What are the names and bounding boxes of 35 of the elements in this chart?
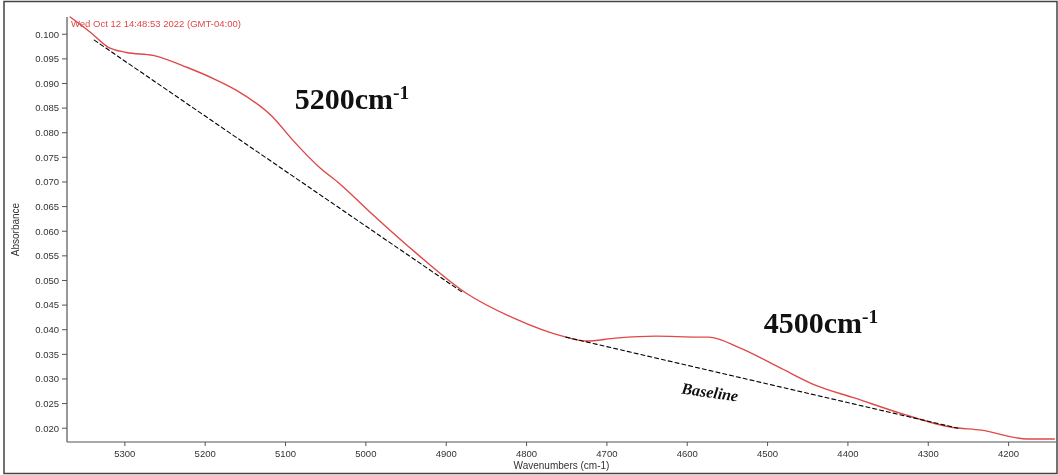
y-tick-label: 0.020 <box>35 422 59 434</box>
x-tick-label: 5300 <box>114 448 136 459</box>
y-tick-label: 0.085 <box>35 102 59 114</box>
y-tick-label: 0.035 <box>35 348 59 360</box>
y-tick-label: 0.080 <box>35 127 59 139</box>
x-tick-label: 4200 <box>998 448 1020 459</box>
annotation: Baseline <box>679 379 740 405</box>
y-tick-label: 0.090 <box>35 77 59 89</box>
x-tick-label: 4700 <box>596 448 618 459</box>
x-tick-label: 4900 <box>435 448 457 459</box>
y-tick-label: 0.070 <box>35 176 59 188</box>
y-tick-label: 0.060 <box>35 225 59 237</box>
y-tick-label: 0.050 <box>35 274 59 286</box>
x-tick-label: 4600 <box>676 448 698 459</box>
y-tick-label: 0.025 <box>35 397 59 409</box>
y-tick-label: 0.065 <box>35 200 59 212</box>
y-tick-label: 0.045 <box>35 299 59 311</box>
line-series <box>69 16 1056 440</box>
y-tick-label: 0.040 <box>35 324 59 336</box>
annotation: 5200cm$^{-1}$ <box>294 81 410 115</box>
y-tick-label: 0.030 <box>35 373 59 385</box>
y-tick-label: 0.055 <box>35 250 59 262</box>
x-tick-label: 4300 <box>917 448 939 459</box>
x-axis-title: Wavenumbers (cm-1) <box>513 460 610 471</box>
x-tick-label: 5000 <box>355 448 377 459</box>
annotation: 4500cm$^{-1}$ <box>763 305 879 339</box>
y-tick-label: 0.075 <box>35 151 59 163</box>
x-tick-label: 4400 <box>837 448 859 459</box>
x-tick-label: 5100 <box>274 448 297 459</box>
x-tick-label: 4800 <box>515 448 538 459</box>
x-tick-label: 5200 <box>194 448 216 459</box>
y-axis-title: Absorbance <box>10 202 21 257</box>
y-tick-label: 0.095 <box>35 53 59 65</box>
y-tick-label: 0.100 <box>35 28 59 40</box>
x-tick-label: 4500 <box>757 448 779 459</box>
